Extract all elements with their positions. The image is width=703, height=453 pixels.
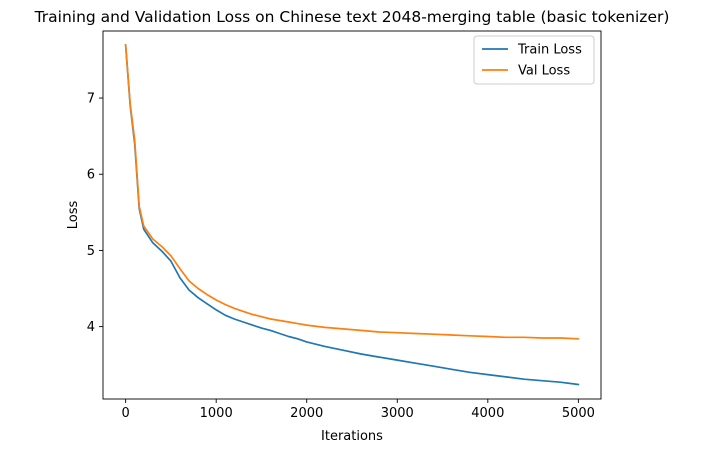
legend-label: Val Loss	[518, 64, 570, 79]
x-tick-label: 0	[121, 406, 129, 421]
x-tick-label: 1000	[200, 406, 233, 421]
legend: Train Loss Val Loss	[473, 35, 595, 85]
plot-frame	[102, 30, 602, 400]
series-line-val-loss	[124, 43, 580, 340]
y-tick-label: 4	[87, 320, 95, 335]
series-line-train-loss	[124, 43, 580, 386]
x-axis-label: Iterations	[321, 429, 383, 444]
chart-title: Training and Validation Loss on Chinese …	[34, 8, 670, 26]
y-tick-label: 5	[87, 244, 95, 259]
y-tick-label: 7	[87, 92, 95, 107]
y-tick-label: 6	[87, 168, 95, 183]
x-tick-label: 2000	[290, 406, 323, 421]
x-axis: 0 1000 2000 3000 4000 5000	[121, 399, 595, 421]
series-lines	[124, 43, 580, 386]
x-tick-label: 4000	[471, 406, 504, 421]
x-tick-label: 5000	[562, 406, 595, 421]
legend-label: Train Loss	[517, 43, 582, 58]
y-axis: 4 5 6 7	[87, 92, 103, 335]
legend-box	[473, 35, 595, 85]
y-axis-label: Loss	[66, 201, 81, 230]
x-tick-label: 3000	[381, 406, 414, 421]
